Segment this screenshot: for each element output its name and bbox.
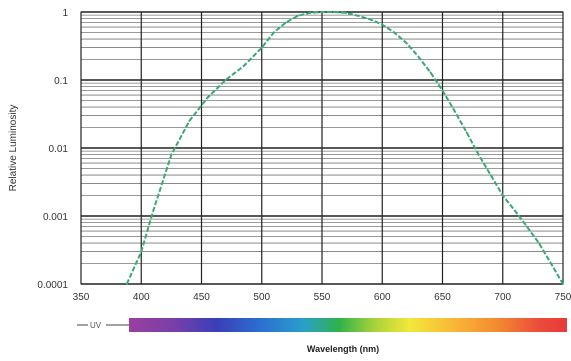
uv-label: UV (90, 321, 102, 330)
y-tick-label: 0.1 (54, 76, 68, 87)
x-tick-label: 700 (494, 292, 511, 303)
x-tick-label: 650 (434, 292, 451, 303)
y-tick-label: 0.0001 (37, 280, 68, 291)
data-point (357, 14, 360, 17)
data-point (321, 11, 323, 13)
data-point (272, 31, 275, 34)
data-point (284, 21, 287, 24)
data-point (465, 131, 468, 134)
y-tick-label: 0.001 (43, 212, 68, 223)
x-tick-label: 400 (133, 292, 150, 303)
tick-labels: 350 400 450 500 550 600 650 700 750 1 0.1 0.01 0.001… (37, 8, 571, 303)
data-point (369, 18, 372, 21)
data-point (345, 11, 347, 14)
y-tick-label: 0.01 (49, 144, 69, 155)
y-tick-label: 1 (62, 8, 68, 19)
data-point (417, 55, 420, 58)
data-point (170, 153, 173, 156)
data-point (140, 250, 143, 253)
x-tick-label: 450 (193, 292, 210, 303)
data-point (381, 23, 384, 26)
x-tick-label: 350 (73, 292, 90, 303)
data-point (513, 209, 516, 212)
data-point (333, 11, 335, 13)
data-point (441, 89, 444, 92)
data-point (242, 65, 245, 68)
y-axis-label: Relative Luminosity (8, 105, 19, 192)
data-point (562, 283, 564, 285)
x-tick-label: 600 (374, 292, 391, 303)
data-point (489, 174, 492, 176)
data-point (260, 46, 263, 49)
data-point (125, 283, 128, 285)
data-point (538, 242, 540, 244)
x-tick-label: 500 (253, 292, 270, 303)
x-tick-label: 550 (314, 292, 331, 303)
series-layer (125, 11, 564, 285)
data-point (393, 31, 396, 34)
grid (80, 11, 564, 285)
x-axis-label: Wavelength (nm) (307, 344, 379, 354)
luminosity-curve (125, 11, 564, 285)
data-point (550, 262, 552, 265)
data-point (188, 120, 191, 122)
data-point (429, 71, 432, 74)
data-point (297, 14, 299, 17)
visible-spectrum-bar (129, 318, 567, 332)
x-tick-label: 750 (555, 292, 571, 303)
data-point (453, 110, 456, 112)
data-point (206, 96, 209, 99)
data-point (477, 153, 480, 156)
data-point (405, 42, 408, 44)
data-point (309, 11, 311, 14)
data-point (152, 209, 155, 212)
data-point (525, 225, 528, 228)
data-point (501, 194, 504, 197)
data-point (224, 79, 227, 81)
